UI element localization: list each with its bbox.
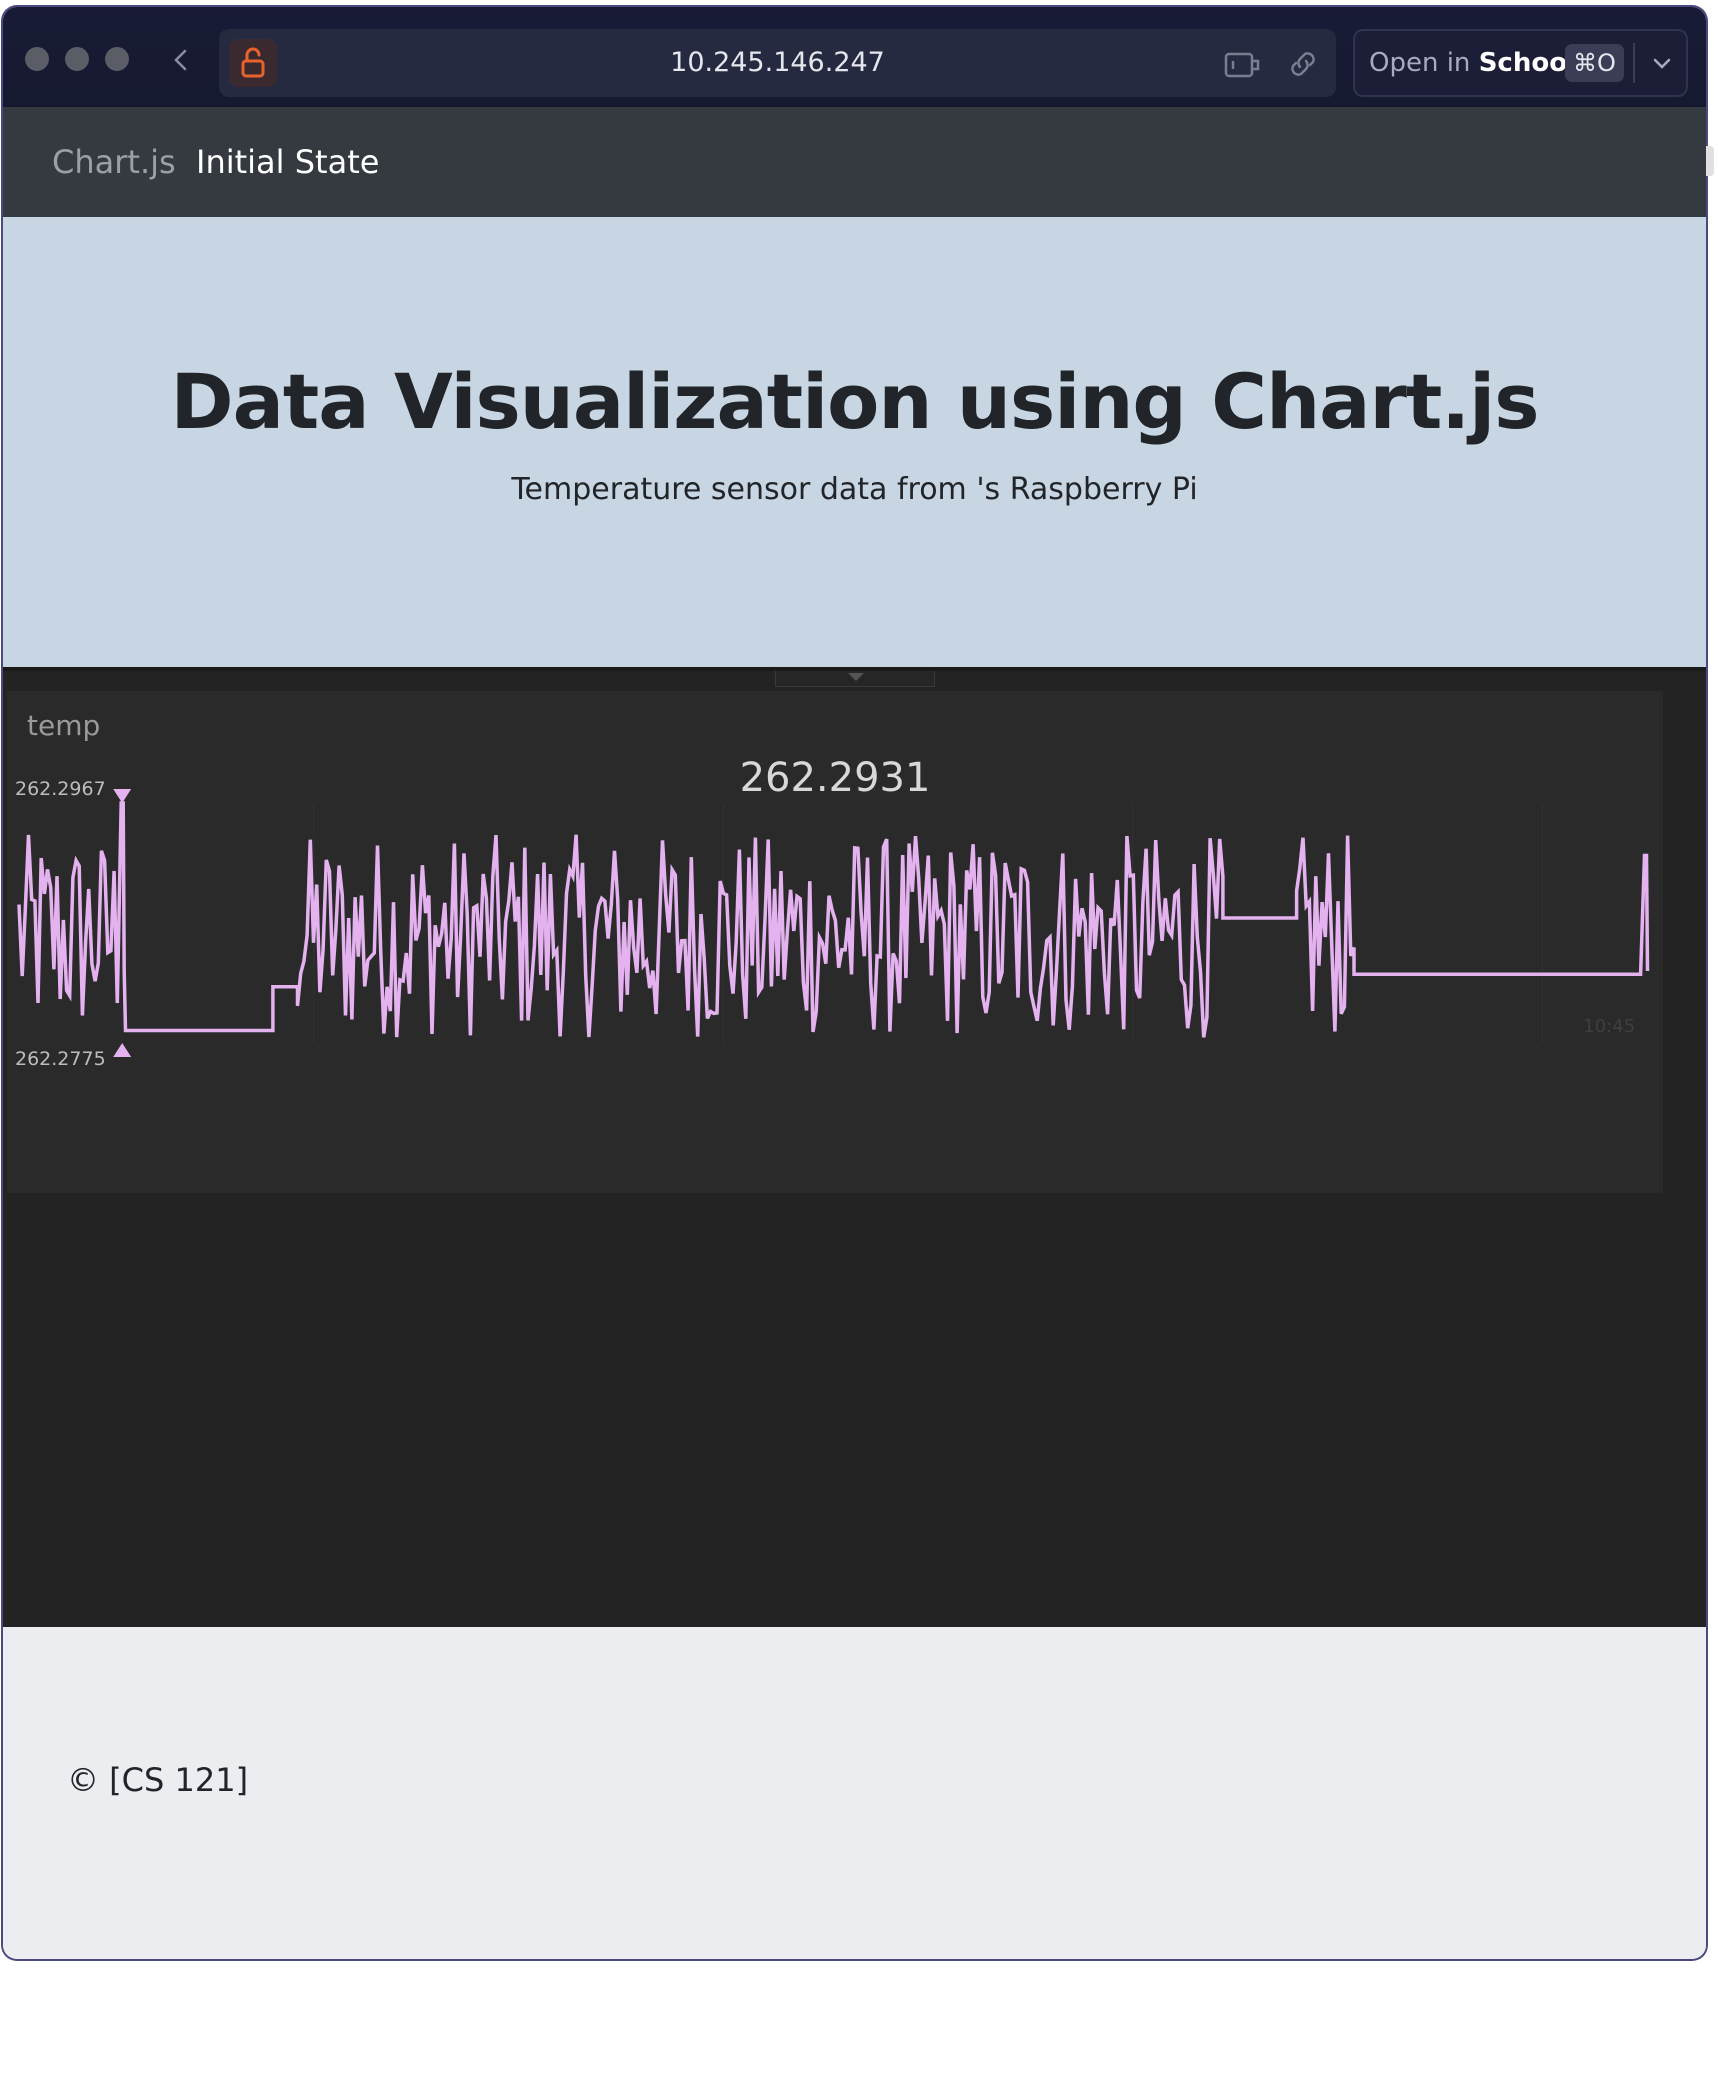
- divider: [1633, 43, 1635, 83]
- browser-window: 10.245.146.247: [3, 7, 1706, 1959]
- close-window-dot[interactable]: [25, 47, 49, 71]
- browser-toolbar: 10.245.146.247: [3, 7, 1706, 107]
- tile-label: temp: [27, 709, 101, 742]
- chevron-down-icon[interactable]: [1647, 49, 1677, 79]
- temp-series-line: [17, 801, 1650, 1038]
- hero-banner: Data Visualization using Chart.js Temper…: [3, 217, 1706, 667]
- dashboard-embed: temp 262.2931 10:45 262.2967 262.2775: [3, 667, 1706, 1627]
- page-title: Data Visualization using Chart.js: [170, 357, 1540, 446]
- nav-link-initial-state[interactable]: Initial State: [196, 143, 380, 181]
- page-subtitle: Temperature sensor data from 's Raspberr…: [511, 472, 1198, 507]
- minimize-window-dot[interactable]: [65, 47, 89, 71]
- unlocked-padlock-icon[interactable]: [229, 39, 277, 87]
- nav-brand-link[interactable]: Chart.js: [52, 143, 176, 181]
- min-value-label: 262.2775: [15, 1048, 106, 1070]
- temp-line-chart[interactable]: 10:45 262.2967 262.2775: [7, 691, 1663, 1193]
- caret-down-icon: [848, 673, 864, 681]
- side-scroll-tab: [1706, 146, 1714, 176]
- chart-x-ticks: 10:45: [1583, 1016, 1635, 1037]
- copy-link-icon[interactable]: [1283, 47, 1323, 81]
- tile-current-value: 262.2931: [739, 755, 931, 801]
- open-in-prefix: Open in: [1369, 48, 1471, 78]
- footer-copyright: © [CS 121]: [67, 1761, 249, 1799]
- extension-icon[interactable]: [1223, 47, 1263, 81]
- site-navbar: Chart.js Initial State: [3, 107, 1706, 217]
- temp-tile[interactable]: temp 262.2931 10:45 262.2967 262.2775: [7, 691, 1663, 1193]
- zoom-window-dot[interactable]: [105, 47, 129, 71]
- shortcut-badge: ⌘O: [1565, 44, 1624, 82]
- max-value-label: 262.2967: [15, 778, 106, 800]
- embed-collapse-tab[interactable]: [775, 671, 935, 687]
- site-footer: © [CS 121]: [3, 1627, 1706, 1959]
- open-in-app-button[interactable]: Open in School ⌘O: [1353, 29, 1688, 97]
- open-in-target: School: [1478, 48, 1576, 78]
- open-in-label: Open in School: [1369, 31, 1576, 95]
- min-marker: [113, 1043, 132, 1057]
- x-tick-label: 10:45: [1583, 1016, 1635, 1037]
- max-marker: [113, 789, 132, 803]
- address-bar[interactable]: 10.245.146.247: [219, 29, 1336, 97]
- back-chevron-icon[interactable]: [169, 47, 193, 73]
- url-text[interactable]: 10.245.146.247: [670, 47, 885, 78]
- embed-top-border: [3, 667, 1706, 671]
